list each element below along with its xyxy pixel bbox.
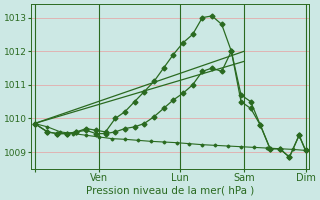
X-axis label: Pression niveau de la mer( hPa ): Pression niveau de la mer( hPa ) xyxy=(86,186,254,196)
